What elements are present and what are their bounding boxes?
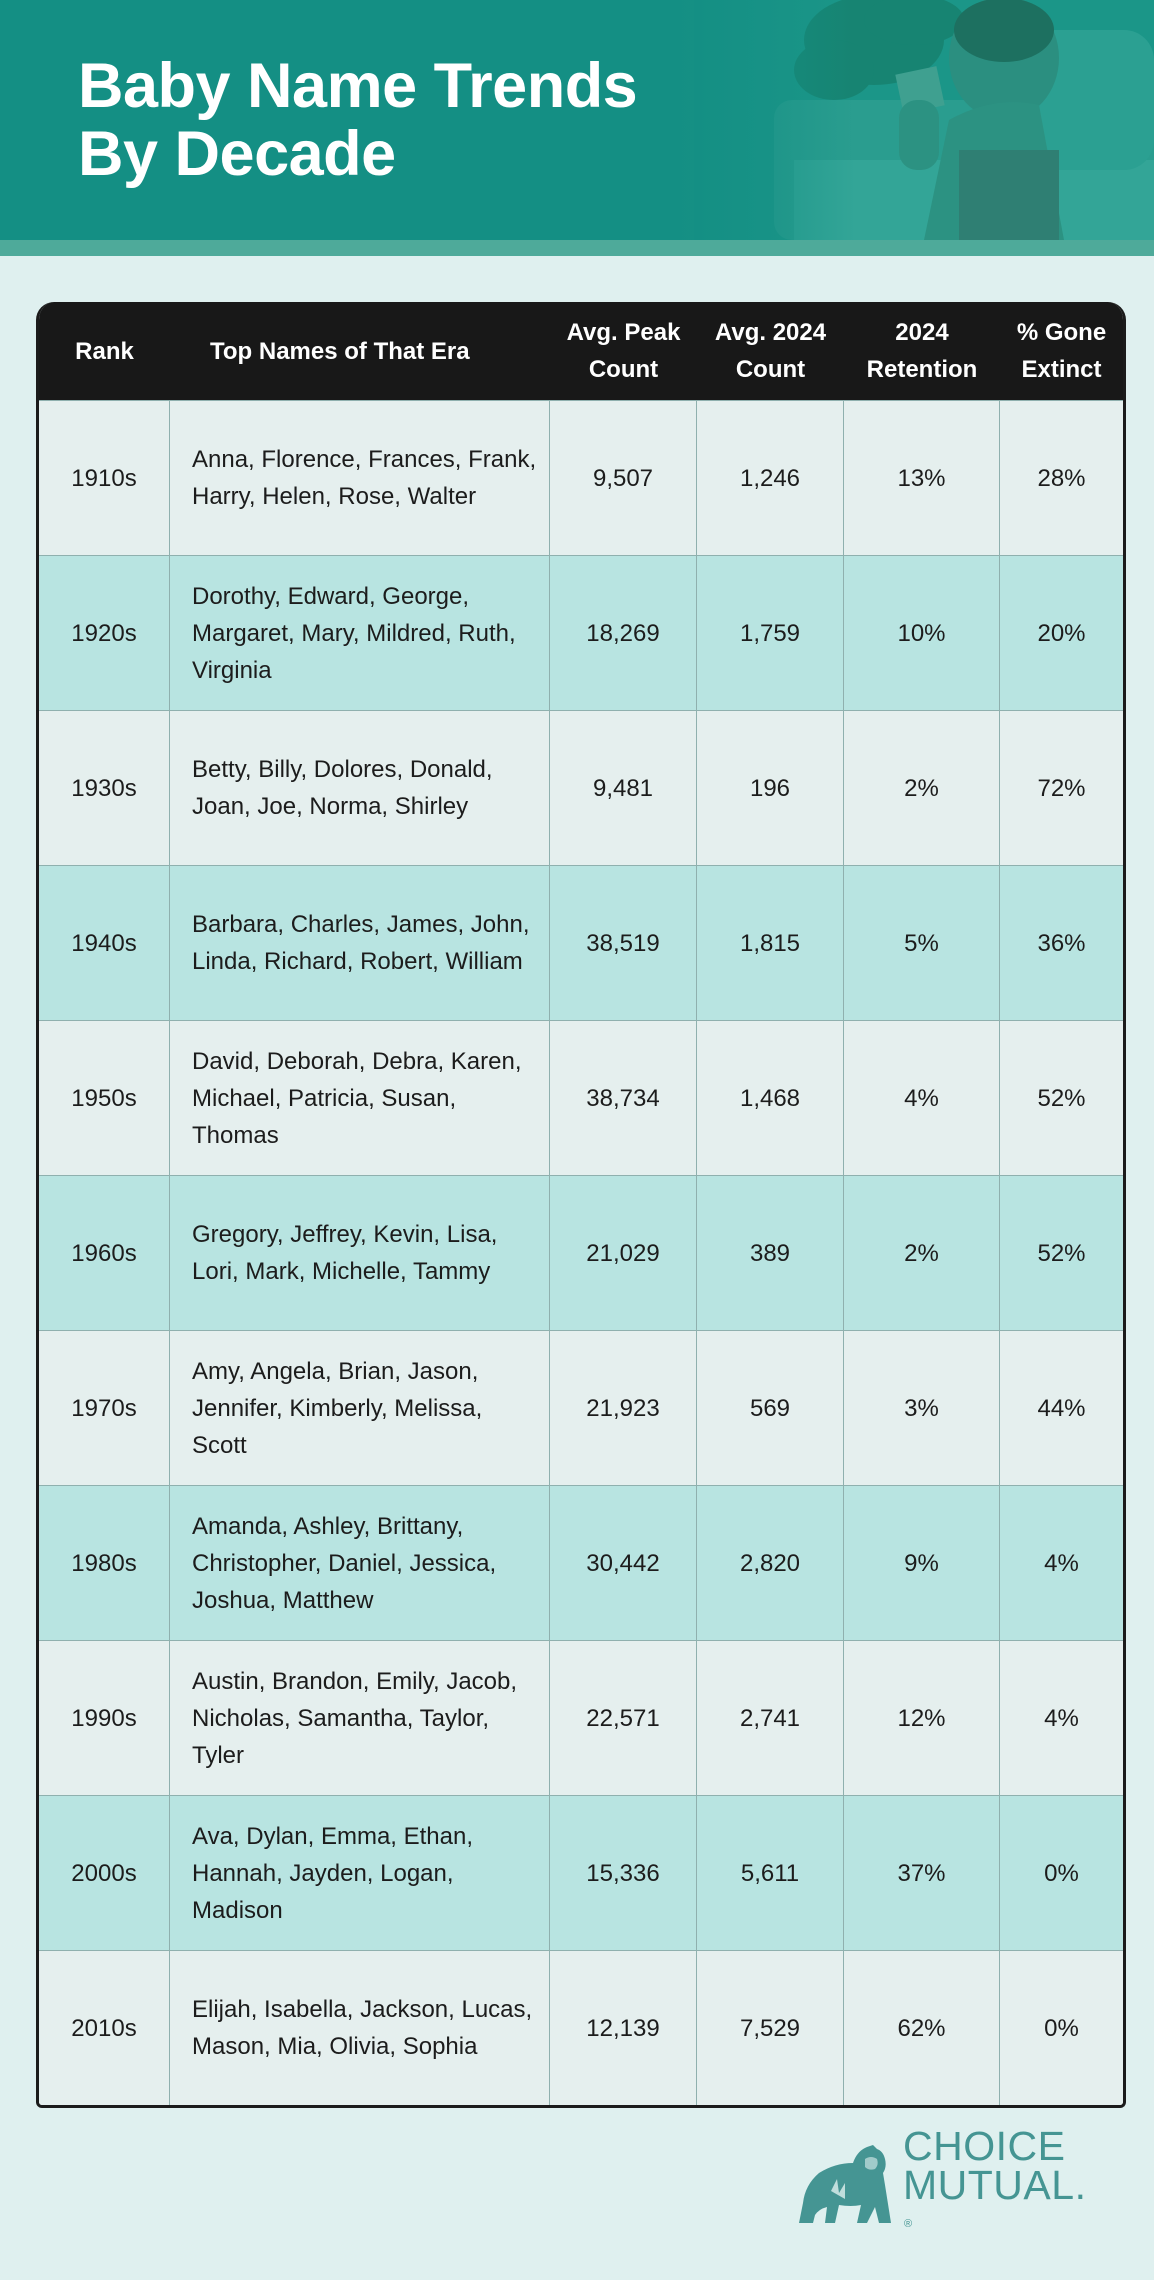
column-header-retention: 2024 Retention xyxy=(866,319,978,383)
count-2024-cell: 389 xyxy=(697,1176,844,1330)
extinct-cell: 0% xyxy=(1044,1859,1079,1887)
peak-count-cell: 9,507 xyxy=(550,401,697,555)
rank-cell: 1990s xyxy=(39,1641,170,1795)
logo-wordmark: CHOICE MUTUAL. ® xyxy=(903,2122,1087,2230)
extinct-cell: 44% xyxy=(1037,1394,1086,1422)
retention-cell: 12% xyxy=(844,1641,1000,1795)
table-row: 1960s Gregory, Jeffrey, Kevin, Lisa, Lor… xyxy=(39,1175,1123,1330)
bear-icon xyxy=(799,2145,891,2223)
retention-cell: 3% xyxy=(844,1331,1000,1485)
peak-count-cell: 18,269 xyxy=(550,556,697,710)
extinct-cell: 52% xyxy=(1037,1239,1086,1267)
header-stripe xyxy=(0,240,1154,256)
column-header-names: Top Names of That Era xyxy=(210,337,470,365)
table-row: 1940s Barbara, Charles, James, John, Lin… xyxy=(39,865,1123,1020)
table-row: 1990s Austin, Brandon, Emily, Jacob, Nic… xyxy=(39,1640,1123,1795)
rank-cell: 1980s xyxy=(39,1486,170,1640)
count-2024-cell: 1,759 xyxy=(697,556,844,710)
table-row: 1980s Amanda, Ashley, Brittany, Christop… xyxy=(39,1485,1123,1640)
rank-cell: 1940s xyxy=(39,866,170,1020)
table-row: 2010s Elijah, Isabella, Jackson, Lucas, … xyxy=(39,1950,1123,2105)
names-cell: Gregory, Jeffrey, Kevin, Lisa, Lori, Mar… xyxy=(170,1176,550,1330)
count-2024-cell: 1,468 xyxy=(697,1021,844,1175)
table-row: 1920s Dorothy, Edward, George, Margaret,… xyxy=(39,555,1123,710)
count-2024-cell: 2,741 xyxy=(697,1641,844,1795)
retention-cell: 4% xyxy=(844,1021,1000,1175)
hero-banner: Baby Name Trends By Decade xyxy=(0,0,1154,240)
names-cell: Dorothy, Edward, George, Margaret, Mary,… xyxy=(170,556,550,710)
table-row: 1950s David, Deborah, Debra, Karen, Mich… xyxy=(39,1020,1123,1175)
retention-cell: 62% xyxy=(844,1951,1000,2105)
extinct-cell: 52% xyxy=(1037,1084,1086,1112)
names-cell: Austin, Brandon, Emily, Jacob, Nicholas,… xyxy=(170,1641,550,1795)
retention-cell: 5% xyxy=(844,866,1000,1020)
column-header-peak-count: Avg. Peak Count xyxy=(566,319,681,383)
names-cell: Anna, Florence, Frances, Frank, Harry, H… xyxy=(170,401,550,555)
peak-count-cell: 12,139 xyxy=(550,1951,697,2105)
count-2024-cell: 7,529 xyxy=(697,1951,844,2105)
title-line-1: Baby Name Trends xyxy=(78,51,638,121)
rank-cell: 2000s xyxy=(39,1796,170,1950)
table-row: 1930s Betty, Billy, Dolores, Donald, Joa… xyxy=(39,710,1123,865)
retention-cell: 9% xyxy=(844,1486,1000,1640)
count-2024-cell: 196 xyxy=(697,711,844,865)
peak-count-cell: 15,336 xyxy=(550,1796,697,1950)
rank-cell: 1960s xyxy=(39,1176,170,1330)
title-line-2: By Decade xyxy=(78,119,396,189)
peak-count-cell: 9,481 xyxy=(550,711,697,865)
count-2024-cell: 1,246 xyxy=(697,401,844,555)
rank-cell: 1910s xyxy=(39,401,170,555)
peak-count-cell: 30,442 xyxy=(550,1486,697,1640)
table-row: 1970s Amy, Angela, Brian, Jason, Jennife… xyxy=(39,1330,1123,1485)
extinct-cell: 72% xyxy=(1037,774,1086,802)
count-2024-cell: 1,815 xyxy=(697,866,844,1020)
table-row: 2000s Ava, Dylan, Emma, Ethan, Hannah, J… xyxy=(39,1795,1123,1950)
choice-mutual-logo: CHOICE MUTUAL. ® xyxy=(795,2125,1105,2230)
count-2024-cell: 5,611 xyxy=(697,1796,844,1950)
names-cell: Amy, Angela, Brian, Jason, Jennifer, Kim… xyxy=(170,1331,550,1485)
count-2024-cell: 2,820 xyxy=(697,1486,844,1640)
peak-count-cell: 38,734 xyxy=(550,1021,697,1175)
rank-cell: 1920s xyxy=(39,556,170,710)
extinct-cell: 4% xyxy=(1044,1704,1079,1732)
baby-photo xyxy=(694,0,1154,240)
name-trends-table: Rank Top Names of That Era Avg. Peak Coun… xyxy=(36,302,1126,2108)
names-cell: Ava, Dylan, Emma, Ethan, Hannah, Jayden,… xyxy=(170,1796,550,1950)
extinct-cell: 0% xyxy=(1044,2014,1079,2042)
extinct-cell: 20% xyxy=(1037,619,1086,647)
extinct-cell: 28% xyxy=(1037,464,1086,492)
names-cell: Elijah, Isabella, Jackson, Lucas, Mason,… xyxy=(170,1951,550,2105)
retention-cell: 2% xyxy=(844,1176,1000,1330)
column-header-2024-count: Avg. 2024 Count xyxy=(714,319,827,383)
peak-count-cell: 22,571 xyxy=(550,1641,697,1795)
retention-cell: 13% xyxy=(844,401,1000,555)
retention-cell: 37% xyxy=(844,1796,1000,1950)
retention-cell: 2% xyxy=(844,711,1000,865)
extinct-cell: 36% xyxy=(1037,929,1086,957)
count-2024-cell: 569 xyxy=(697,1331,844,1485)
names-cell: Betty, Billy, Dolores, Donald, Joan, Joe… xyxy=(170,711,550,865)
column-header-extinct: % Gone Extinct xyxy=(1016,319,1107,383)
extinct-cell: 4% xyxy=(1044,1549,1079,1577)
names-cell: Amanda, Ashley, Brittany, Christopher, D… xyxy=(170,1486,550,1640)
column-header-rank: Rank xyxy=(75,337,134,365)
rank-cell: 2010s xyxy=(39,1951,170,2105)
peak-count-cell: 21,923 xyxy=(550,1331,697,1485)
names-cell: David, Deborah, Debra, Karen, Michael, P… xyxy=(170,1021,550,1175)
names-cell: Barbara, Charles, James, John, Linda, Ri… xyxy=(170,866,550,1020)
peak-count-cell: 38,519 xyxy=(550,866,697,1020)
table-header-row: Rank Top Names of That Era Avg. Peak Coun… xyxy=(39,302,1123,400)
peak-count-cell: 21,029 xyxy=(550,1176,697,1330)
table-row: 1910s Anna, Florence, Frances, Frank, Ha… xyxy=(39,400,1123,555)
rank-cell: 1950s xyxy=(39,1021,170,1175)
page-title: Baby Name Trends By Decade xyxy=(78,51,638,189)
retention-cell: 10% xyxy=(844,556,1000,710)
rank-cell: 1930s xyxy=(39,711,170,865)
rank-cell: 1970s xyxy=(39,1331,170,1485)
